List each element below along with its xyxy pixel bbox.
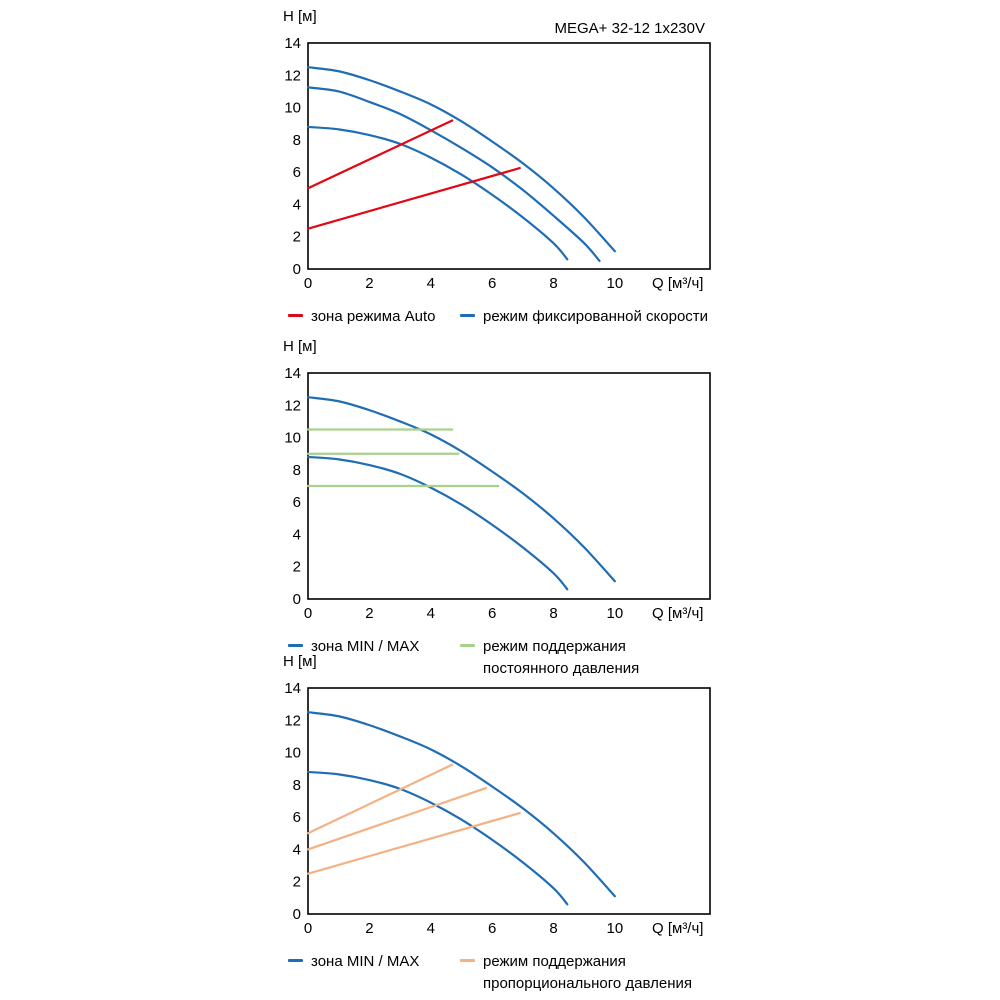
y-tick-label: 4 (293, 841, 301, 858)
y-tick-label: 4 (293, 196, 301, 213)
x-tick-label: 10 (607, 275, 624, 292)
chart-legend: зона MIN / MAX режим поддержания постоян… (274, 636, 714, 680)
legend-item: зона MIN / MAX (288, 951, 460, 995)
chart-header: H [м] MEGA+ 32-12 1x230V (274, 8, 714, 38)
x-tick-label: 6 (488, 605, 496, 622)
x-tick-label: 0 (304, 605, 312, 622)
y-tick-label: 6 (293, 809, 301, 826)
legend-line-swatch (288, 314, 303, 317)
y-tick-label: 14 (284, 38, 301, 52)
legend-line-swatch (460, 314, 475, 317)
chart-header: H [м] (274, 653, 714, 683)
chart-plot-area: 0 2 4 6 8 10 12 14 0 2 4 6 8 10 Q [м³/ч] (284, 683, 711, 937)
series-line-blue (306, 770, 569, 906)
chart-legend: зона режима Auto режим фиксированной ско… (274, 306, 714, 328)
legend-item: режим поддержания постоянного давления (460, 636, 639, 680)
series-line-blue (306, 66, 616, 253)
y-tick-label: 10 (284, 430, 301, 447)
y-tick-label: 10 (284, 100, 301, 117)
y-tick-label: 0 (293, 591, 301, 608)
x-tick-label: 6 (488, 275, 496, 292)
x-tick-label: 2 (365, 605, 373, 622)
legend-item: зона режима Auto (288, 306, 460, 328)
legend-item: режим поддержания пропорционального давл… (460, 951, 692, 995)
x-tick-label: 8 (549, 920, 557, 937)
chart-title: MEGA+ 32-12 1x230V (554, 20, 705, 37)
pump-chart-proportional-pressure: H [м] 0 2 4 6 8 10 12 14 0 2 4 6 8 10 Q [м³/ч] зона MI… (274, 653, 714, 995)
y-tick-label: 8 (293, 777, 301, 794)
legend-line-swatch (460, 959, 475, 962)
chart-legend: зона MIN / MAX режим поддержания пропорц… (274, 951, 714, 995)
series-line-orange (306, 812, 521, 875)
y-tick-label: 2 (293, 229, 301, 246)
y-tick-label: 12 (284, 67, 301, 84)
x-tick-label: 0 (304, 920, 312, 937)
axis-box (307, 687, 711, 915)
legend-label: зона MIN / MAX (311, 953, 420, 970)
y-tick-label: 0 (293, 906, 301, 923)
y-tick-label: 2 (293, 559, 301, 576)
x-tick-label: 8 (549, 605, 557, 622)
chart-plot-area: 0 2 4 6 8 10 12 14 0 2 4 6 8 10 Q [м³/ч] (284, 38, 711, 292)
y-tick-label: 4 (293, 526, 301, 543)
x-axis-title: Q [м³/ч] (652, 275, 703, 292)
legend-label: режим поддержания пропорционального давл… (483, 953, 692, 992)
x-tick-label: 4 (427, 275, 435, 292)
series-line-blue (306, 86, 601, 263)
x-tick-label: 2 (365, 275, 373, 292)
y-tick-label: 6 (293, 494, 301, 511)
series-line-blue (306, 711, 616, 898)
legend-label: режим фиксированной скорости (483, 308, 709, 325)
x-axis-title: Q [м³/ч] (652, 920, 703, 937)
legend-label: зона режима Auto (311, 308, 436, 325)
y-tick-label: 14 (284, 683, 301, 697)
series-line-blue (306, 396, 616, 583)
y-tick-label: 12 (284, 712, 301, 729)
x-tick-label: 4 (427, 605, 435, 622)
chart-header: H [м] (274, 338, 714, 368)
y-tick-label: 14 (284, 368, 301, 382)
y-tick-label: 6 (293, 164, 301, 181)
x-tick-label: 6 (488, 920, 496, 937)
series-line-red (306, 119, 454, 190)
legend-item: зона MIN / MAX (288, 636, 460, 680)
y-axis-title: H [м] (283, 653, 317, 670)
chart-plot-area: 0 2 4 6 8 10 12 14 0 2 4 6 8 10 Q [м³/ч] (284, 368, 711, 622)
y-tick-label: 0 (293, 261, 301, 278)
y-axis-title: H [м] (283, 338, 317, 355)
legend-label: режим поддержания постоянного давления (483, 638, 640, 677)
series-line-blue (306, 455, 569, 591)
legend-label: зона MIN / MAX (311, 638, 420, 655)
x-tick-label: 8 (549, 275, 557, 292)
legend-line-swatch (288, 959, 303, 962)
y-axis-title: H [м] (283, 8, 317, 25)
series-line-orange (306, 786, 488, 851)
x-tick-label: 4 (427, 920, 435, 937)
x-tick-label: 0 (304, 275, 312, 292)
legend-item: режим фиксированной скорости (460, 306, 708, 328)
x-tick-label: 10 (607, 920, 624, 937)
series-line-blue (306, 125, 569, 261)
y-tick-label: 10 (284, 745, 301, 762)
series-line-orange (306, 763, 454, 835)
series-line-red (306, 167, 521, 230)
legend-line-swatch (460, 644, 475, 647)
x-tick-label: 10 (607, 605, 624, 622)
legend-line-swatch (288, 644, 303, 647)
y-tick-label: 2 (293, 874, 301, 891)
axis-box (307, 42, 711, 270)
y-tick-label: 8 (293, 132, 301, 149)
y-tick-label: 8 (293, 462, 301, 479)
y-tick-label: 12 (284, 397, 301, 414)
x-tick-label: 2 (365, 920, 373, 937)
pump-chart-fixed-speed: H [м] MEGA+ 32-12 1x230V 0 2 4 6 8 10 12 14 0 2 4 6… (274, 8, 714, 328)
x-axis-title: Q [м³/ч] (652, 605, 703, 622)
pump-chart-constant-pressure: H [м] 0 2 4 6 8 10 12 14 0 2 4 6 8 10 Q [м³/ч] зона MI… (274, 338, 714, 680)
